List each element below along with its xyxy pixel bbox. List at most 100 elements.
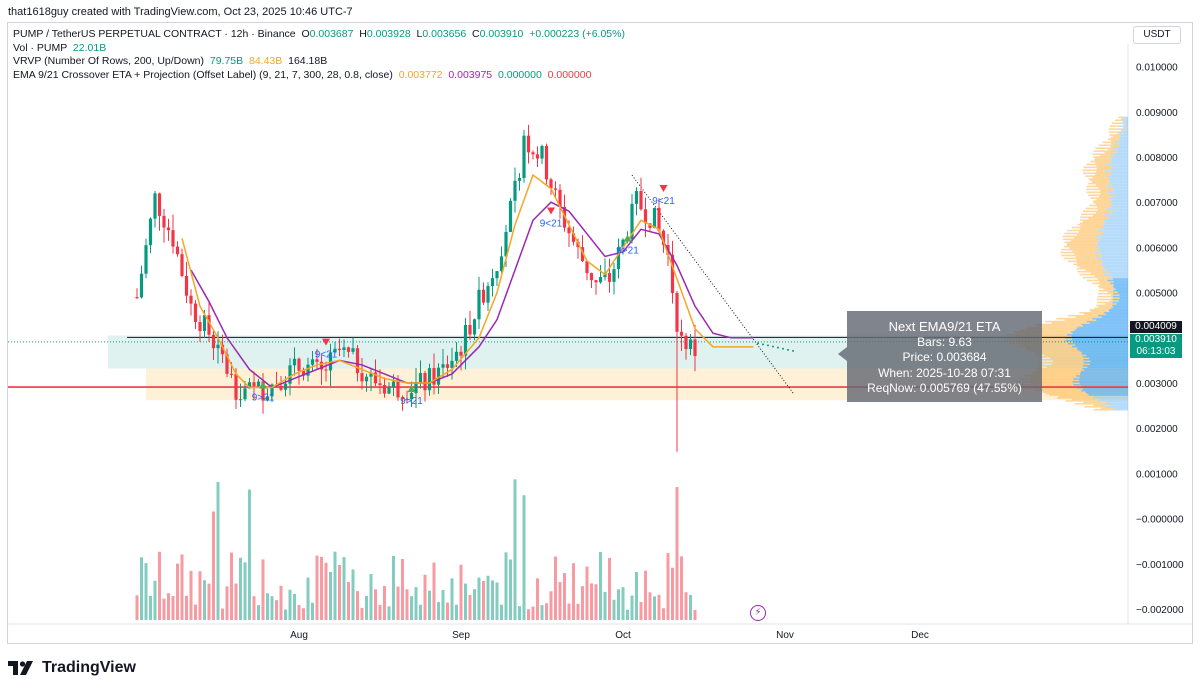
candle-body (144, 245, 148, 274)
candle-body (504, 231, 508, 257)
volume-bar (180, 554, 184, 620)
volume-bar (234, 583, 238, 620)
volume-bar (216, 481, 220, 620)
candle-body (639, 191, 643, 210)
volume-bar (545, 603, 548, 620)
candle-body (180, 254, 184, 276)
volume-profile (1002, 116, 1128, 411)
volume-bar (378, 604, 382, 620)
brand-name: TradingView (42, 659, 136, 676)
volume-bar (140, 557, 143, 620)
volume-bar (473, 589, 476, 620)
legend-ema-row[interactable]: EMA 9/21 Crossover ETA + Projection (Off… (13, 69, 625, 83)
volume-bar (149, 595, 152, 620)
cross-label: 9>21 (252, 393, 275, 404)
candle-body (693, 339, 697, 357)
candle-body (684, 335, 688, 350)
candle-body (373, 372, 378, 384)
volume-bar (419, 604, 422, 620)
candle-body (522, 135, 526, 178)
volume-bar (329, 571, 332, 620)
volume-bar (486, 575, 490, 620)
candle-body (612, 269, 616, 282)
volume-bar (684, 592, 688, 620)
candle-body (499, 256, 504, 272)
volume-bar (387, 606, 391, 620)
candle-body (162, 215, 166, 228)
volume-bar (540, 605, 544, 620)
volume-bar (176, 563, 179, 620)
candle-body (495, 271, 499, 279)
candle-body (423, 373, 427, 391)
candle-body (652, 207, 657, 228)
volume-bar (297, 605, 301, 620)
candle-body (396, 381, 400, 398)
y-tick-label: −0.000000 (1136, 515, 1184, 526)
legend-vrvp-row[interactable]: VRVP (Number Of Rows, 200, Up/Down) 79.7… (13, 55, 625, 69)
cross-label: 9<21 (652, 196, 675, 207)
volume-bar (365, 596, 368, 620)
x-tick-label: Aug (290, 630, 308, 641)
volume-bar (167, 593, 170, 620)
projection-dot (782, 347, 784, 350)
volume-bar (459, 564, 463, 620)
candle-body (315, 359, 319, 362)
volume-bar (293, 593, 296, 620)
candle-body (346, 347, 351, 352)
y-tick-label: 0.006000 (1136, 243, 1178, 254)
legend-volume-row[interactable]: Vol · PUMP 22.01B (13, 42, 625, 56)
volume-bar (626, 609, 629, 620)
volume-bar (392, 555, 395, 620)
volume-bar (248, 489, 251, 620)
symbol-title[interactable]: PUMP / TetherUS PERPETUAL CONTRACT · 12h… (13, 28, 296, 40)
candle-body (207, 315, 211, 335)
volume-bar (689, 595, 692, 620)
volume-bar (198, 571, 202, 620)
volume-bar (558, 582, 562, 620)
y-tick-label: −0.001000 (1136, 560, 1184, 571)
candle-body (517, 177, 522, 181)
volume-bar (414, 587, 418, 620)
candle-body (508, 200, 513, 232)
candle-body (243, 388, 247, 400)
tradingview-logo[interactable]: TradingView (8, 658, 136, 678)
vrvp-up-value: 79.75B (209, 55, 244, 67)
candle-body (351, 348, 355, 352)
ema-value-4: 0.000000 (547, 68, 592, 81)
volume-bar (594, 584, 598, 620)
volume-bar (396, 586, 400, 620)
candle-body (364, 376, 369, 382)
volume-bar (576, 603, 580, 620)
candle-body (171, 230, 175, 247)
candle-body (189, 295, 193, 304)
currency-selector[interactable]: USDT (1133, 26, 1181, 44)
volume-bar (185, 595, 188, 620)
volume-bar (221, 608, 224, 620)
volume-bar (189, 570, 193, 620)
volume-bar (491, 580, 494, 620)
last-price-tag: 0.003910 06:13:03 (1130, 334, 1182, 358)
volume-bar (342, 557, 346, 620)
eta-reqnow: ReqNow: 0.005769 (47.55%) (867, 381, 1022, 395)
lightning-icon[interactable]: ⚡ (750, 605, 766, 621)
volume-bar (671, 567, 674, 620)
volume-bar (405, 589, 409, 620)
candle-body (490, 278, 495, 287)
candle-body (553, 188, 558, 190)
candle-body (157, 193, 162, 216)
x-tick-label: Nov (776, 630, 794, 641)
y-tick-label: 0.001000 (1136, 469, 1178, 480)
y-tick-label: 0.005000 (1136, 289, 1178, 300)
ema21-value: 0.003975 (448, 68, 493, 81)
candle-body (216, 344, 220, 349)
volume-bar (693, 609, 697, 620)
candle-body (477, 289, 481, 320)
candles (135, 124, 697, 452)
candle-body (297, 358, 301, 371)
volume-bar (500, 604, 503, 620)
ema9-line (181, 173, 754, 389)
volume-bar (203, 580, 206, 620)
cross-marker (623, 234, 632, 242)
candle-body (648, 223, 652, 228)
volume-bar (536, 578, 539, 620)
